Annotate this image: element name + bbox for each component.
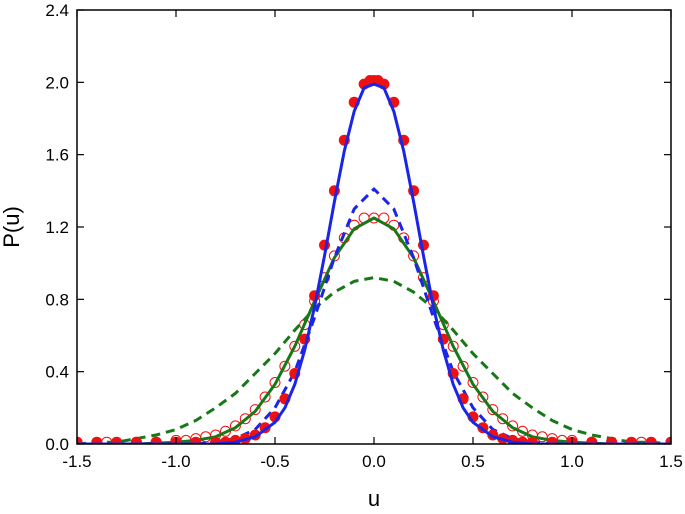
data-point [210,436,222,444]
data-point [625,436,637,444]
data-point [526,436,538,444]
data-point [645,436,657,444]
data-point [130,436,142,444]
y-tick-label: 0.4 [45,363,69,382]
data-point [606,436,618,444]
x-tick-label: -0.5 [260,452,289,471]
series-layer [77,75,671,444]
data-point [91,436,103,444]
x-tick-label: 1.0 [560,452,584,471]
data-point [497,413,509,425]
data-point [229,420,241,432]
x-tick-label: 0.5 [461,452,485,471]
data-point [447,340,459,352]
tick-layer: -1.5 -1.0 -0.5 0.0 0.5 1.0 1.5 0.0 0.4 0.8 1.2 1.6 2… [45,1,682,471]
series-line [77,82,671,444]
y-tick-label: 2.0 [45,73,69,92]
y-tick-label: 0.0 [45,435,69,454]
data-point [467,377,479,388]
data-point [507,420,519,432]
data-point [259,391,271,403]
series-2 [77,82,671,444]
x-tick-label: 0.0 [362,452,386,471]
data-point [279,360,291,372]
y-tick-label: 1.6 [45,146,69,165]
y-tick-label: 0.8 [45,290,69,309]
data-point [190,436,202,444]
data-point [150,436,162,444]
data-point [487,404,499,416]
data-point [546,436,558,444]
x-tick-label: 1.5 [659,452,683,471]
y-axis-title: P(u) [0,206,24,248]
data-point [269,377,281,388]
data-point [289,340,301,352]
data-point [111,436,123,444]
data-point [77,436,83,444]
x-tick-label: -1.5 [62,452,91,471]
data-point [665,436,671,444]
data-point [239,413,251,425]
y-tick-label: 2.4 [45,1,69,20]
data-point [477,391,489,403]
y-tick-label: 1.2 [45,218,69,237]
data-point [457,360,469,372]
data-point [586,436,598,444]
x-axis-title: u [368,486,380,511]
data-point [249,404,261,416]
x-tick-label: -1.0 [161,452,190,471]
